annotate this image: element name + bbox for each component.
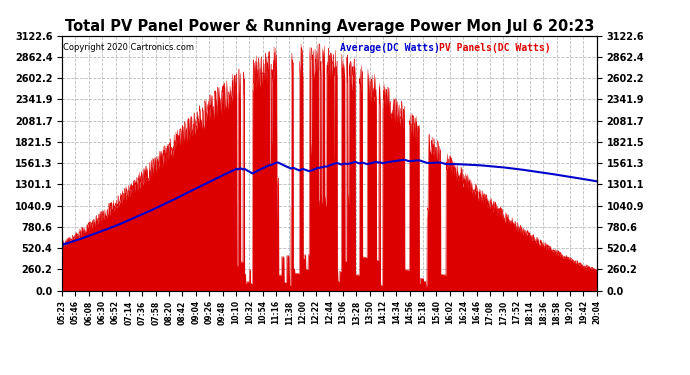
Text: Average(DC Watts): Average(DC Watts)	[340, 43, 440, 53]
Title: Total PV Panel Power & Running Average Power Mon Jul 6 20:23: Total PV Panel Power & Running Average P…	[65, 20, 594, 34]
Text: Copyright 2020 Cartronics.com: Copyright 2020 Cartronics.com	[63, 43, 194, 52]
Text: PV Panels(DC Watts): PV Panels(DC Watts)	[439, 43, 551, 53]
